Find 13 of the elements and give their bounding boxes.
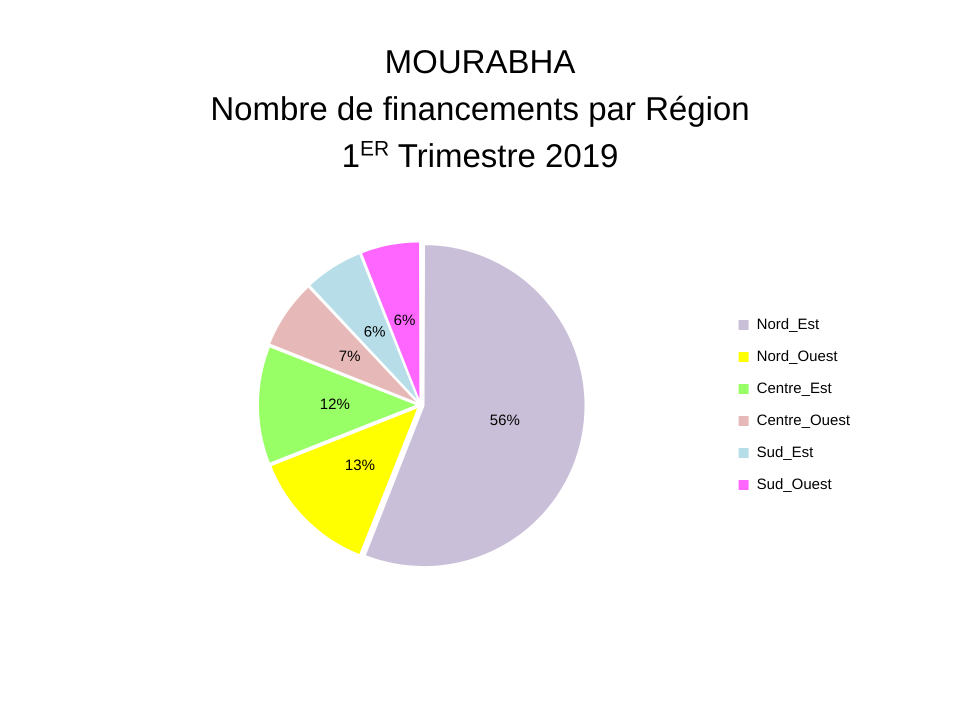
legend-label: Nord_Ouest (756, 348, 838, 366)
chart-title: MOURABHA Nombre de financements par Région 1$^{ER}$ Trimestre 2019 (209, 42, 751, 176)
data-label: 6% (394, 312, 416, 329)
data-label: 56% (490, 412, 520, 430)
data-label: 12% (320, 396, 350, 414)
legend-label: Nord_Est (756, 316, 820, 334)
legend-label: Centre_Ouest (756, 412, 851, 430)
data-label: 6% (364, 324, 386, 341)
legend-label: Sud_Ouest (756, 476, 832, 494)
legend-label: Sud_Est (756, 444, 814, 462)
data-label: 7% (338, 348, 360, 365)
data-label: 13% (344, 456, 375, 474)
legend-label: Centre_Est (756, 380, 832, 398)
